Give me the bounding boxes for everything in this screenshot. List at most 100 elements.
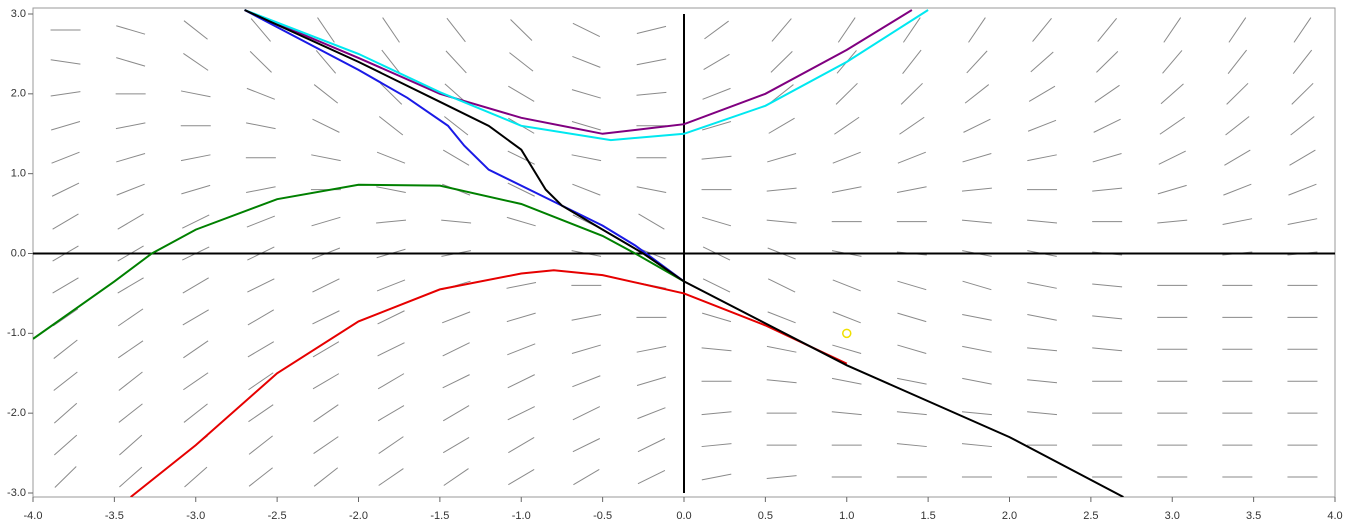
slope-segment (376, 186, 406, 194)
slope-segment (572, 22, 601, 38)
slope-segment (1293, 17, 1312, 43)
slope-segment (572, 375, 601, 388)
slope-segment (1092, 187, 1123, 192)
slope-segment (313, 84, 339, 104)
slope-segment (249, 51, 272, 73)
slope-segment (119, 466, 143, 488)
slope-segment (701, 347, 732, 352)
slope-segment (703, 53, 730, 70)
slope-segment (444, 116, 469, 136)
slope-segment (832, 344, 862, 355)
slope-segment (248, 467, 273, 487)
slope-segment (377, 373, 405, 390)
slope-segment (506, 216, 536, 227)
slope-segment (1030, 51, 1054, 73)
slope-segment (442, 342, 470, 357)
slope-segment (378, 116, 404, 136)
slope-segment (510, 19, 533, 41)
slope-segment (766, 379, 797, 384)
slope-segment (183, 403, 208, 423)
slope-segment (1292, 49, 1313, 75)
slope-segment (183, 372, 209, 391)
slope-segment (1027, 219, 1058, 224)
slope-segment (1224, 149, 1251, 166)
slope-segment (897, 186, 927, 194)
slope-segment (117, 213, 144, 230)
slope-segment (1157, 184, 1187, 195)
solution-curve (244, 9, 685, 283)
x-tick-label: 1.0 (839, 510, 854, 522)
solution-curve (244, 9, 929, 142)
slope-segment (1027, 313, 1057, 321)
slope-segment (1227, 49, 1247, 75)
slope-segment (53, 371, 78, 391)
slope-segment (116, 152, 146, 163)
slope-segment (903, 17, 921, 43)
slope-segment (1160, 83, 1184, 105)
slope-segment (248, 435, 273, 455)
slope-segment (963, 118, 991, 133)
slope-segment (180, 90, 211, 98)
slope-segment (312, 118, 340, 133)
slope-segment (771, 18, 792, 42)
slope-segment (1222, 218, 1253, 225)
slope-segment (701, 411, 732, 416)
slope-segment (636, 25, 667, 35)
slope-segment (961, 411, 992, 416)
slope-segment (831, 411, 862, 416)
slope-segment (831, 186, 862, 194)
slope-segment (962, 345, 992, 353)
slope-segment (50, 91, 81, 97)
x-tick-label: -2.5 (268, 510, 287, 522)
slope-segment (1092, 347, 1123, 352)
slope-segment (378, 436, 404, 455)
x-tick-label: -3.5 (105, 510, 124, 522)
slope-segment (507, 343, 536, 356)
slope-segment (572, 55, 601, 68)
slope-segment (118, 308, 144, 327)
slope-segment (53, 339, 78, 359)
slope-segment (1289, 149, 1316, 166)
slope-segment (704, 20, 729, 40)
slope-segment (966, 50, 988, 74)
solution-curve (244, 9, 1124, 497)
slope-segment (767, 278, 796, 293)
x-tick-label: 4.0 (1327, 510, 1342, 522)
slope-segment (964, 84, 990, 104)
slope-segment (182, 214, 210, 229)
slope-segment (378, 468, 404, 486)
slope-segment (1028, 85, 1056, 102)
slope-segment (1032, 18, 1052, 42)
slope-segment (766, 187, 797, 192)
slope-segment (637, 407, 666, 420)
slope-segment (182, 309, 209, 326)
slope-segment (1027, 379, 1058, 384)
slope-segment (51, 151, 80, 164)
slope-segment (701, 443, 732, 448)
slope-segment (1092, 152, 1122, 163)
slope-segment (837, 17, 856, 43)
slope-segment (442, 374, 470, 389)
slope-segment (116, 57, 146, 67)
slope-segment (897, 377, 927, 385)
y-tick-label: -2.0 (7, 407, 26, 419)
slope-segment (962, 152, 992, 163)
slope-segment (441, 219, 472, 224)
slope-segment (376, 279, 406, 292)
slope-segment (52, 308, 79, 327)
slope-segment (962, 313, 992, 321)
slope-segment (702, 278, 731, 293)
slope-segment (182, 277, 209, 294)
slope-segment (897, 280, 927, 291)
y-tick-label: -1.0 (7, 327, 26, 339)
slope-segment (571, 154, 602, 162)
slope-segment (835, 82, 858, 105)
slope-segment (53, 434, 78, 456)
slope-segment (897, 151, 926, 164)
slope-segment (116, 183, 145, 196)
slope-segment (181, 184, 211, 195)
slope-segment (769, 84, 794, 104)
slope-segment (51, 121, 81, 131)
x-tick-label: 0.0 (676, 510, 691, 522)
